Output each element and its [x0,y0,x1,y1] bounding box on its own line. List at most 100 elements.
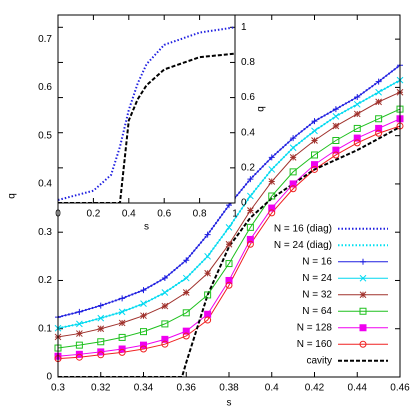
marker [204,310,212,318]
legend-label: N = 128 [297,322,333,333]
data-point [289,144,297,152]
marker [76,308,83,315]
data-point [97,338,105,346]
data-point [289,185,297,193]
marker [311,137,318,144]
x-tick-label: 0.6 [157,209,171,220]
data-point [204,269,211,277]
data-point [182,274,190,282]
data-point [332,113,340,120]
data-point [161,289,169,296]
x-tick-label: 0.2 [86,209,100,220]
data-point [268,192,276,200]
legend-marker [359,340,367,348]
data-point [225,281,233,289]
marker [204,291,212,299]
data-point [204,310,212,318]
data-point [375,78,382,85]
marker [311,127,318,135]
data-point [182,332,190,340]
x-tick-label: 0.8 [193,209,207,220]
data-point [290,135,297,142]
data-point [225,224,233,231]
series-line [58,108,400,349]
data-point [268,178,276,185]
data-point [204,316,212,324]
marker [246,240,254,248]
marker [289,144,297,152]
marker [332,106,339,113]
marker [375,124,383,132]
data-point [353,100,361,108]
data-point [161,302,169,310]
marker [268,192,276,200]
x-tick-label: 0.36 [177,383,197,394]
data-point [225,260,233,268]
marker [353,110,361,118]
marker [332,113,340,120]
series-line [58,52,235,203]
y-tick-label: 0.4 [241,127,255,138]
marker [289,180,297,188]
legend-label: N = 24 [302,273,332,284]
x-axis-label: s [227,398,232,409]
x-tick-label: 0.42 [305,383,325,394]
marker [183,257,190,264]
marker [332,146,340,154]
data-point [332,146,340,154]
legend-marker [359,274,367,282]
data-point [247,176,254,183]
marker [76,320,83,328]
y-axis-label: q [256,106,267,112]
data-point [140,341,147,349]
data-point [375,124,383,132]
marker [97,314,105,322]
x-tick-label: 0.4 [122,209,136,220]
data-point [118,333,126,341]
marker [225,260,233,268]
data-point [76,320,83,328]
marker [247,176,254,183]
marker [204,316,212,324]
plot-area [58,15,235,203]
marker [118,308,126,316]
y-tick-label: 0.4 [38,179,52,190]
data-point [332,151,340,159]
marker [247,192,254,200]
marker [375,115,383,123]
marker [118,348,126,356]
marker [97,351,105,359]
marker [311,151,318,159]
marker [119,295,126,302]
marker [97,302,104,309]
data-point [311,151,318,159]
data-point [246,235,254,243]
data-point [289,180,297,188]
marker [118,319,126,327]
marker [75,353,83,361]
data-point [311,165,318,173]
marker [204,231,211,238]
data-point [76,308,83,315]
marker [353,134,361,142]
legend-marker [359,324,367,332]
x-tick-label: 1 [232,209,238,220]
data-point [182,289,190,296]
marker [161,320,169,328]
y-tick-label: 0.6 [38,82,52,93]
data-point [353,110,361,118]
data-point [332,136,340,144]
marker [161,335,169,343]
marker [182,309,190,317]
marker [140,312,147,320]
marker [140,328,147,336]
marker [375,129,383,137]
legend-marker [359,291,367,299]
data-point [268,209,276,217]
data-point [289,168,297,176]
marker [311,118,318,125]
marker [268,154,275,161]
data-point [204,252,211,260]
marker [268,204,276,212]
